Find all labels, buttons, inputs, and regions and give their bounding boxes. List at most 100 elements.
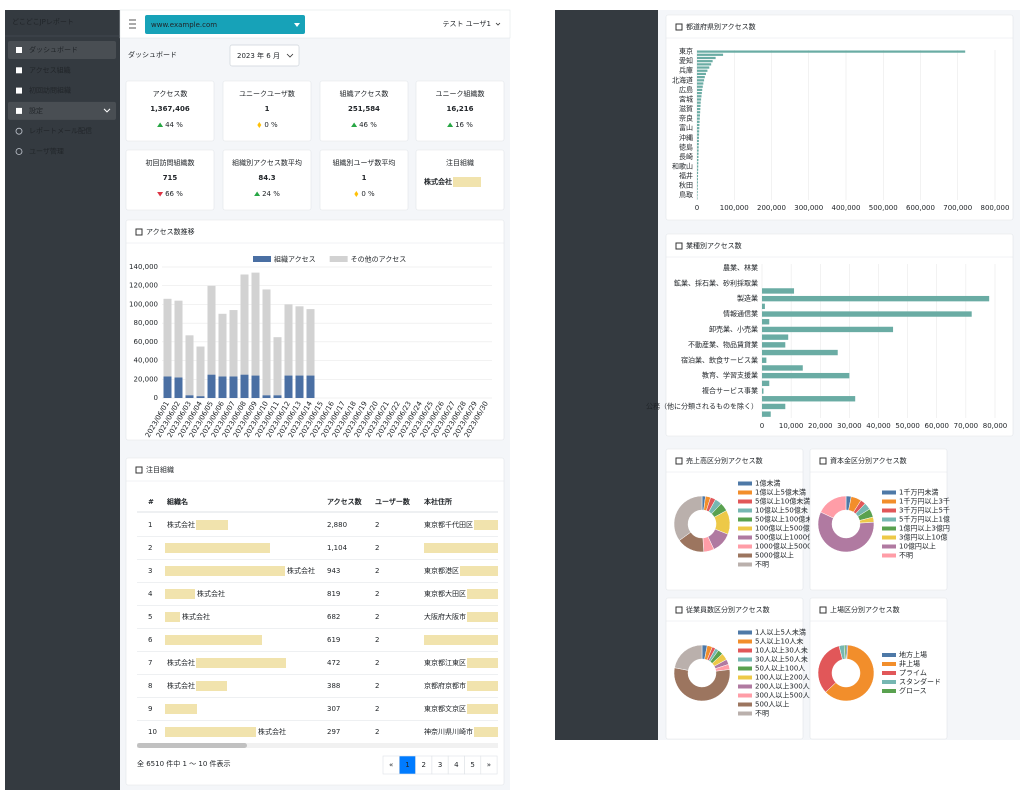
bar — [762, 334, 789, 340]
legend-label: プライム — [899, 669, 927, 677]
x-tick-label: 200,000 — [757, 204, 786, 212]
y-tick-label: 福井 — [679, 171, 693, 180]
bar — [762, 411, 771, 417]
y-tick-label: 不動産業、物品賃貸業 — [688, 340, 758, 349]
legend-label: 200人以上300人 — [755, 682, 810, 691]
bar — [762, 326, 894, 333]
y-tick-label: 情報通信業 — [723, 309, 758, 318]
bar — [697, 56, 716, 60]
stat-value: 1,367,406 — [150, 105, 190, 113]
legend-label: 100億以上500億 — [755, 524, 810, 533]
bar — [697, 136, 699, 139]
y-tick-label: 沖縄 — [679, 133, 693, 142]
card — [125, 457, 505, 786]
card — [665, 233, 1014, 437]
trend-icon — [354, 191, 359, 197]
x-tick-label: 40,000 — [866, 422, 891, 430]
cell: 神奈川県川崎市 — [424, 727, 473, 736]
y-tick-label: 北海道 — [672, 75, 693, 84]
y-tick-label: 奈良 — [679, 114, 693, 123]
bar-segment — [262, 395, 271, 398]
legend-label: 1000億以上5000 — [755, 542, 812, 551]
card — [415, 80, 505, 142]
bar — [762, 396, 856, 402]
legend-swatch — [738, 693, 752, 698]
trend-icon — [157, 192, 164, 197]
month-select[interactable] — [229, 44, 300, 67]
nav-item[interactable]: 設定 — [29, 107, 43, 115]
bar-segment — [218, 313, 227, 377]
page-button[interactable] — [480, 755, 498, 775]
bar-segment — [240, 374, 249, 398]
stat-change: 46 % — [359, 121, 377, 129]
cell: 7 — [148, 659, 152, 667]
legend-label: 3億円以上10億 — [899, 533, 947, 542]
column-header: アクセス数 — [327, 497, 363, 506]
card-icon — [819, 457, 827, 465]
y-tick-label: 富山 — [679, 123, 693, 132]
cell: 1 — [148, 521, 152, 529]
y-tick-label: 複合サービス事業 — [702, 386, 758, 395]
redaction — [467, 658, 498, 668]
bar — [697, 69, 708, 72]
trend-icon — [447, 122, 454, 127]
bar — [697, 101, 701, 104]
legend-swatch — [253, 256, 271, 262]
stat-label: 組織アクセス数 — [340, 89, 389, 98]
bar — [697, 114, 700, 117]
card-icon — [675, 457, 683, 465]
bar-segment — [306, 375, 315, 398]
column-header: 組織名 — [166, 497, 188, 506]
sidebar — [5, 10, 120, 790]
nav-icon — [16, 67, 22, 74]
legend-swatch — [738, 666, 752, 671]
y-tick-label: 愛知 — [679, 56, 693, 65]
bar-segment — [229, 310, 238, 377]
y-tick-label: 滋賀 — [679, 104, 693, 113]
donut-segment — [674, 644, 703, 671]
redaction — [196, 658, 286, 668]
nav-icon — [16, 107, 22, 114]
stat-label: 組織別アクセス数平均 — [232, 158, 302, 167]
bar — [762, 357, 767, 363]
nav-item[interactable]: ユーザ管理 — [29, 147, 64, 156]
cell: 東京都文京区 — [424, 704, 466, 713]
card — [222, 80, 312, 142]
nav-item[interactable]: 初回訪問組織 — [29, 86, 71, 95]
y-tick-label: 20,000 — [134, 375, 159, 383]
nav-item[interactable]: アクセス組織 — [29, 65, 71, 74]
card — [125, 149, 215, 211]
bar — [697, 149, 699, 152]
legend-swatch — [738, 702, 752, 707]
bar — [697, 63, 712, 66]
bar — [697, 107, 701, 111]
y-tick-label: 120,000 — [129, 282, 158, 290]
donut-segment — [825, 644, 875, 702]
redaction — [460, 566, 498, 576]
cell: 6 — [148, 636, 153, 644]
legend-label: 1億未満 — [755, 479, 780, 488]
page-label: 1 — [405, 761, 409, 769]
cell: 2 — [375, 613, 379, 621]
donut-segment — [673, 495, 703, 541]
site-select[interactable] — [145, 15, 305, 34]
month-chevron — [286, 53, 294, 58]
card — [222, 149, 312, 211]
x-tick-label: 70,000 — [954, 422, 979, 430]
trend-icon — [157, 122, 164, 127]
stat-change: 0 % — [264, 121, 278, 129]
legend-swatch — [882, 680, 896, 684]
bar — [762, 349, 838, 356]
trend-icon — [351, 122, 358, 127]
cell: 2,880 — [327, 521, 347, 529]
right-sidebar — [555, 10, 658, 740]
legend-label: 10億円以上 — [899, 542, 936, 551]
x-tick-label: 20,000 — [808, 422, 833, 430]
nav-item[interactable]: レポートメール配信 — [29, 126, 92, 135]
nav-item[interactable]: ダッシュボード — [29, 45, 78, 54]
user-menu[interactable]: テスト ユーザ1 — [442, 20, 491, 28]
y-tick-label: 東京 — [679, 47, 693, 56]
bar — [697, 130, 700, 133]
cell: 京都府京都市 — [424, 681, 466, 690]
nav-icon — [15, 127, 23, 135]
